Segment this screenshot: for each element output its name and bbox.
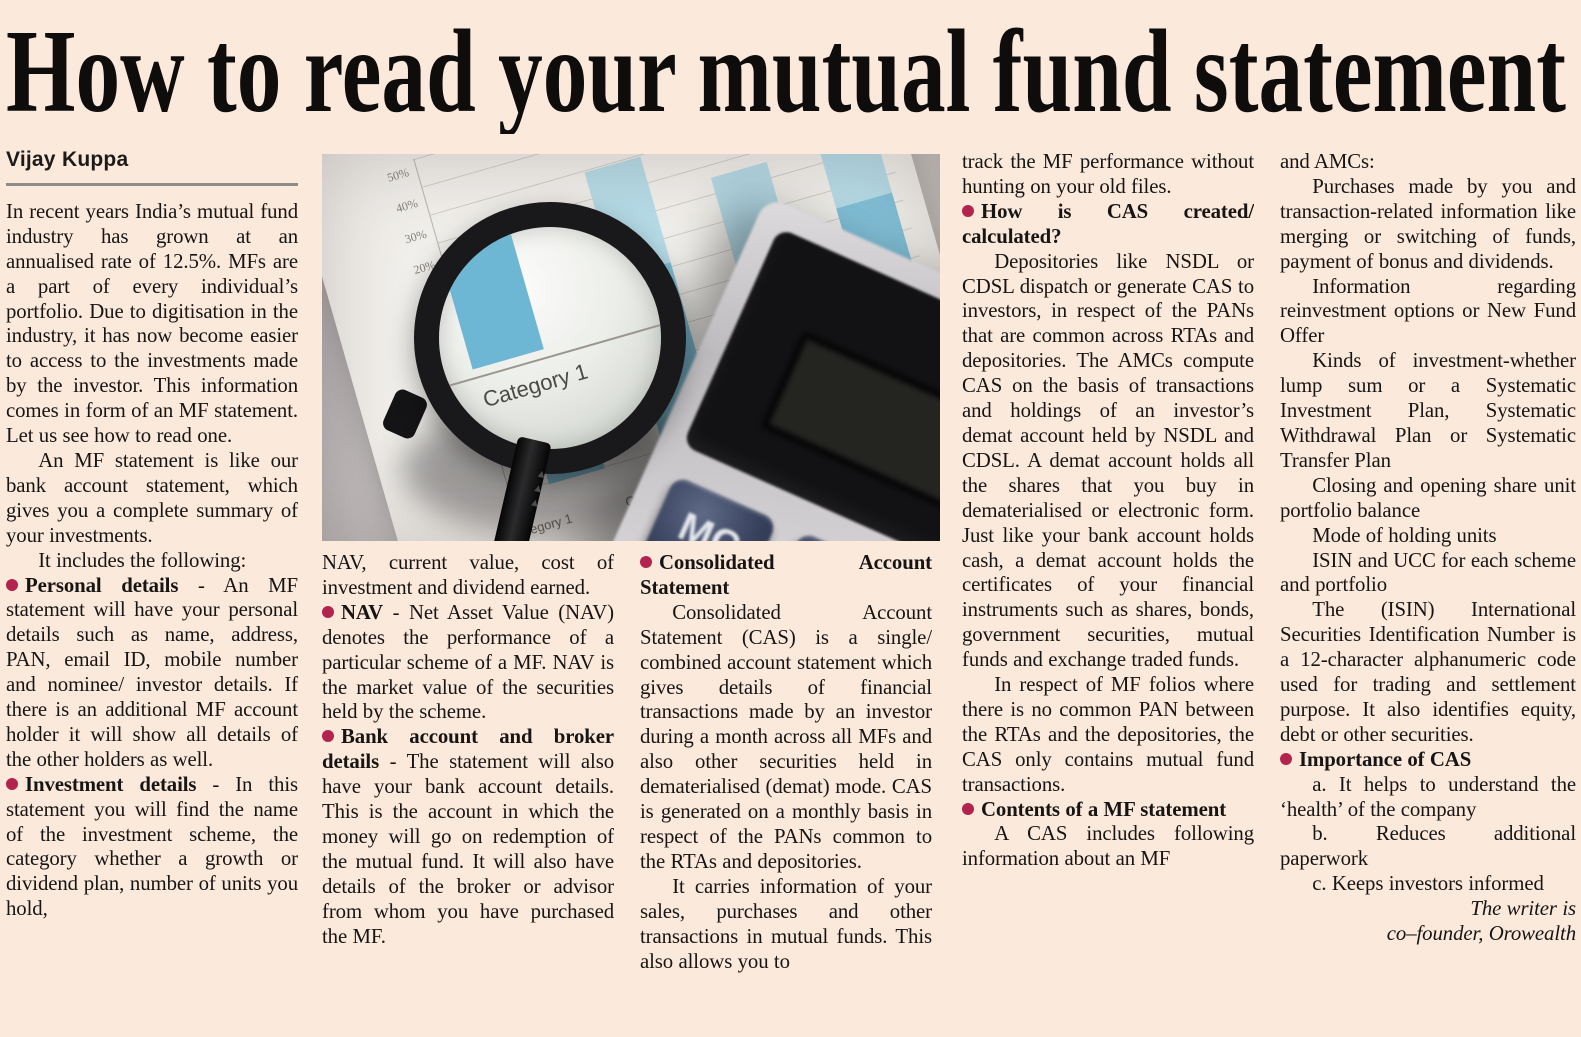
paragraph: Consolidated Account Statement	[640, 551, 932, 601]
article-photo: 50%40%30%20%10% Category 1Category 2Cate…	[322, 154, 940, 541]
paragraph: Consolidated Account Statement (CAS) is …	[640, 600, 932, 873]
column-5: and AMCs: Purchases made by you and trans…	[1280, 150, 1576, 1037]
paragraph: In recent years India’s mutual fund indu…	[6, 199, 298, 448]
paragraph: Mode of holding units	[1312, 523, 1497, 547]
magnifier-lens: Category 1	[414, 202, 686, 474]
paragraph-lead: Contents of a MF statement	[981, 797, 1227, 821]
headline: How to read your mutual fund statement	[6, 16, 1566, 134]
paragraph: In respect of MF folios where there is n…	[962, 673, 1254, 796]
paragraph: The (ISIN) International Securities Iden…	[1280, 598, 1576, 746]
paragraph: It includes the following:	[38, 548, 247, 572]
paragraph: Purchases made by you and transaction-re…	[1280, 174, 1576, 273]
paragraph-lead: Personal details	[25, 573, 179, 597]
byline-rule	[6, 182, 298, 186]
paragraph-lead: How is CAS created/ calculated?	[962, 199, 1254, 248]
magnified-category-label: Category 1	[480, 358, 591, 413]
paragraph: Information regarding reinvestment optio…	[1280, 274, 1576, 348]
paragraph-lead: Consolidated Account Statement	[640, 551, 932, 599]
paragraph: The writer is	[1470, 897, 1576, 921]
bullet-icon	[322, 730, 334, 743]
column-2: NAV, current value, cost of investment a…	[322, 551, 614, 1037]
paragraph: Contents of a MF statement	[962, 798, 1254, 823]
paragraph: An MF statement is like our bank account…	[6, 448, 298, 547]
column-1-text: In recent years India’s mutual fund indu…	[6, 200, 298, 922]
calculator-display: 15.98	[760, 330, 940, 541]
paragraph: Investment details - In this statement y…	[6, 772, 298, 921]
paragraph: It carries information of your sales, pu…	[640, 874, 932, 973]
bullet-icon	[962, 802, 974, 815]
bullet-icon	[6, 777, 18, 790]
paragraph: c. Keeps investors informed	[1312, 872, 1544, 896]
paragraph: Depositories like NSDL or CDSL dispatch …	[962, 249, 1254, 672]
paragraph: ISIN and UCC for each scheme and portfol…	[1280, 548, 1576, 597]
paragraph: Personal details - An MF statement will …	[6, 573, 298, 771]
paragraph: Kinds of investment-whether lump sum or …	[1280, 349, 1576, 472]
column-1: Vijay Kuppa In recent years India’s mutu…	[6, 148, 298, 1037]
paragraph: NAV - Net Asset Value (NAV) denotes the …	[322, 600, 614, 724]
axis-tick-label: 30%	[403, 226, 429, 247]
paragraph: NAV, current value, cost of investment a…	[322, 551, 614, 599]
axis-tick-label: 50%	[385, 165, 411, 185]
bullet-icon	[640, 556, 652, 568]
paragraph: b. Reduces additional paperwork	[1280, 822, 1576, 871]
bullet-icon	[322, 605, 334, 618]
headline-text: How to read your mutual fund statement	[6, 16, 1566, 134]
paragraph: Closing and opening share unit portfolio…	[1280, 473, 1576, 522]
axis-tick-label: 40%	[394, 195, 420, 216]
magnifier-lens-view: Category 1	[439, 227, 661, 449]
paragraph-lead: Bank account and broker details	[322, 725, 614, 774]
paragraph-lead: NAV	[341, 600, 384, 624]
calculator-key: MC	[640, 474, 778, 541]
paragraph: How is CAS created/ calculated?	[962, 200, 1254, 250]
bullet-icon	[962, 204, 974, 217]
paragraph: Importance of CAS	[1280, 748, 1576, 773]
column-3: Consolidated Account Statement Consolidat…	[640, 551, 932, 1037]
paragraph: track the MF performance without hunting…	[962, 150, 1254, 198]
bullet-icon	[1280, 752, 1292, 765]
paragraph-lead: Investment details	[25, 772, 197, 796]
column-4: track the MF performance without hunting…	[962, 150, 1254, 1037]
bullet-icon	[6, 578, 18, 591]
paragraph: a. It helps to understand the ‘health’ o…	[1280, 772, 1576, 821]
paragraph: and AMCs:	[1280, 150, 1375, 173]
paragraph-lead: Importance of CAS	[1299, 747, 1472, 771]
paragraph: Bank account and broker details - The st…	[322, 725, 614, 948]
magnified-chart-bar	[439, 227, 544, 370]
byline: Vijay Kuppa	[6, 148, 129, 171]
paragraph: A CAS includes following information abo…	[962, 822, 1254, 871]
paragraph: co–founder, Orowealth	[1386, 922, 1576, 946]
